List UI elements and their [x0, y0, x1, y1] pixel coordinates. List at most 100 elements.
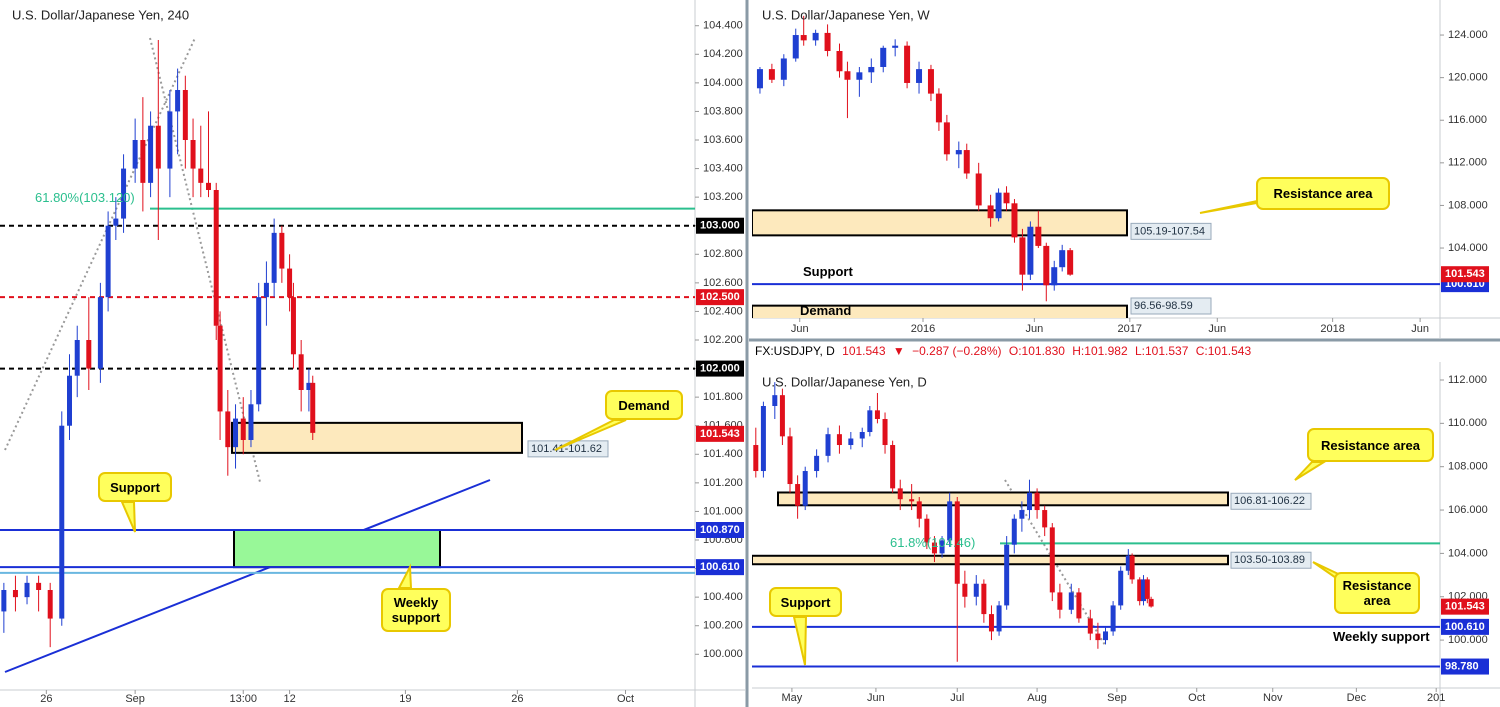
y-tick-label: 102.800	[703, 248, 743, 260]
y-tick-label: 108.000	[1448, 461, 1488, 473]
price-label: 100.610	[1445, 621, 1485, 633]
candle-body	[1067, 250, 1074, 275]
candle-body	[256, 297, 262, 405]
trend-line	[4, 479, 491, 673]
y-tick-label: 124.000	[1448, 29, 1488, 41]
callout-pointer	[792, 616, 808, 666]
zone-label: 103.50-103.89	[1234, 554, 1305, 566]
quote-bar: FX:USDJPY, D 101.543 ▼ −0.287 (−0.28%) O…	[755, 344, 1255, 358]
candle-body	[233, 418, 239, 448]
candle-body	[217, 325, 223, 412]
candle-body	[1110, 605, 1116, 632]
y-tick-label: 100.400	[703, 591, 743, 603]
candle-body	[856, 72, 863, 80]
candle-body	[955, 150, 962, 155]
x-tick-label: 2016	[911, 323, 935, 335]
candle-body	[1051, 267, 1058, 286]
price-label-box	[1441, 266, 1489, 283]
candle-body	[132, 140, 138, 169]
candle-body	[800, 35, 807, 41]
zone	[752, 209, 1128, 237]
callout: Resistance area	[1307, 428, 1434, 462]
x-tick-label: Jun	[791, 323, 809, 335]
candle-body	[1057, 592, 1063, 610]
candle-body	[213, 190, 219, 326]
change-arrow: ▼	[892, 344, 905, 358]
x-tick-label: 2017	[1118, 323, 1142, 335]
candle-body	[1125, 555, 1131, 571]
candle-body	[780, 58, 787, 80]
candle-body	[892, 45, 899, 48]
y-tick-label: 108.000	[1448, 199, 1488, 211]
zone-label-box	[1130, 297, 1212, 315]
note: Demand	[800, 303, 852, 318]
change: −0.287 (−0.28%)	[912, 344, 1002, 358]
candle-body	[760, 406, 766, 472]
y-tick-label: 100.000	[1448, 634, 1488, 646]
x-tick-label: May	[782, 692, 803, 704]
y-tick-label: 110.000	[1448, 417, 1487, 429]
price-label: 100.870	[700, 524, 740, 536]
x-tick-label: Sep	[1107, 692, 1127, 704]
candle-body	[916, 501, 922, 519]
candle-body	[310, 382, 316, 433]
candle-body	[167, 111, 173, 169]
price-label-box	[1441, 658, 1489, 675]
candle-body	[248, 404, 254, 440]
callout: Resistance area	[1256, 177, 1390, 210]
candle-body	[12, 590, 18, 598]
candle-body	[939, 540, 945, 554]
x-tick-label: Jun	[1208, 323, 1226, 335]
x-tick-label: 2018	[1320, 323, 1344, 335]
x-tick-label: Nov	[1263, 692, 1283, 704]
x-tick-label: Aug	[1027, 692, 1047, 704]
candle-body	[290, 297, 296, 355]
price-label: 102.000	[700, 362, 740, 374]
candle-body	[1011, 518, 1017, 545]
candle-body	[140, 140, 146, 183]
high: H:101.982	[1072, 344, 1128, 358]
candle-body	[287, 268, 293, 298]
candle-body	[1137, 579, 1143, 602]
callout: Demand	[605, 390, 683, 420]
x-tick-label: Jun	[1025, 323, 1043, 335]
candle-body	[206, 182, 211, 190]
plot	[0, 40, 695, 648]
plot	[752, 382, 1440, 668]
candle-body	[1042, 510, 1048, 528]
callout: Resistance area	[1334, 572, 1420, 614]
candle-body	[1148, 598, 1154, 607]
chart-title: U.S. Dollar/Japanese Yen, D	[762, 374, 927, 389]
candle-body	[824, 32, 831, 52]
candle-body	[1011, 203, 1018, 238]
zone	[777, 491, 1229, 507]
candle-body	[825, 434, 831, 456]
candle-body	[1095, 633, 1101, 641]
note: Support	[803, 264, 853, 279]
y-tick-label: 103.600	[703, 134, 743, 146]
y-tick-label: 116.000	[1448, 114, 1487, 126]
x-tick-label: 19	[399, 693, 411, 705]
candle-body	[1059, 250, 1066, 268]
low: L:101.537	[1135, 344, 1189, 358]
candle-body	[935, 93, 942, 123]
y-tick-label: 100.200	[703, 620, 743, 632]
price-label-box	[696, 559, 744, 576]
callout-pointer	[554, 419, 627, 451]
candle-body	[263, 282, 269, 298]
price-label-box	[696, 425, 744, 442]
y-tick-label: 102.200	[703, 334, 743, 346]
candle-body	[1027, 226, 1034, 275]
candle-body	[987, 205, 994, 219]
callout: Support	[769, 587, 842, 617]
candle-body	[897, 488, 903, 500]
candle-body	[996, 605, 1002, 632]
candle-body	[1, 590, 7, 612]
zone-label-box	[1230, 492, 1312, 510]
price-label: 101.543	[700, 428, 740, 440]
candle-body	[779, 395, 785, 437]
x-tick-label: Jul	[950, 692, 964, 704]
zone-label: 101.41-101.62	[531, 443, 602, 455]
y-tick-label: 101.000	[703, 505, 743, 517]
